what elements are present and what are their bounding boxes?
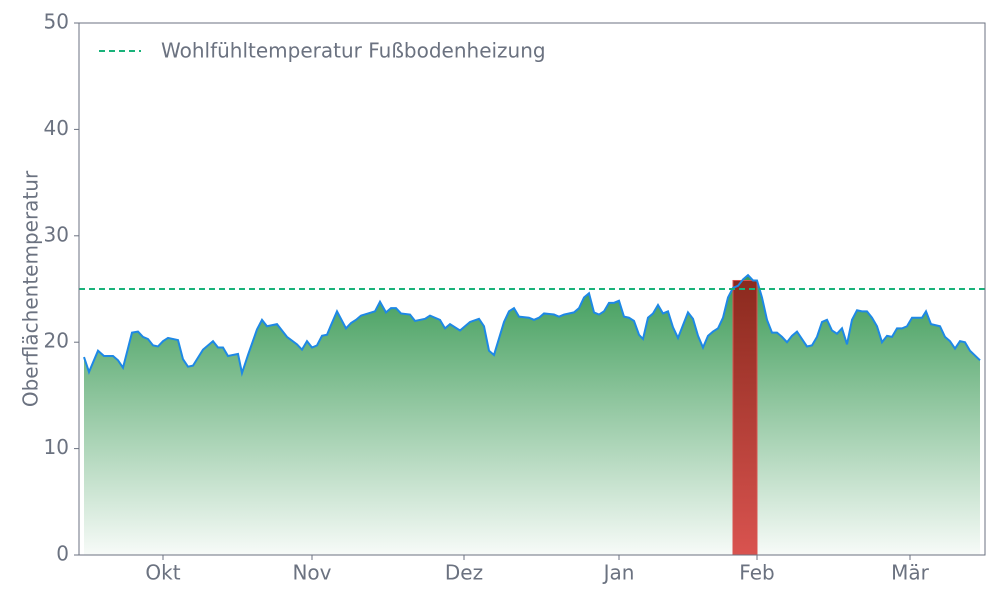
legend-label: Wohlfühltemperatur Fußbodenheizung [161,39,546,63]
x-tick-label: Jan [602,561,635,585]
y-tick-label: 40 [44,116,69,140]
x-tick-label: Nov [292,561,331,585]
x-tick-label: Okt [145,561,180,585]
y-axis-label: Oberflächentemperatur [19,170,43,407]
y-tick-label: 10 [44,435,69,459]
highlight-bar [732,279,758,556]
x-tick-label: Dez [445,561,483,585]
y-tick-label: 20 [44,329,69,353]
y-tick-label: 30 [44,222,69,246]
x-tick-label: Mär [891,561,930,585]
plot-frame [78,22,986,556]
area-fill [84,275,980,555]
y-tick-label: 0 [56,542,69,566]
line [83,273,981,377]
x-tick-label: Feb [739,561,774,585]
y-tick-label: 50 [44,10,69,34]
